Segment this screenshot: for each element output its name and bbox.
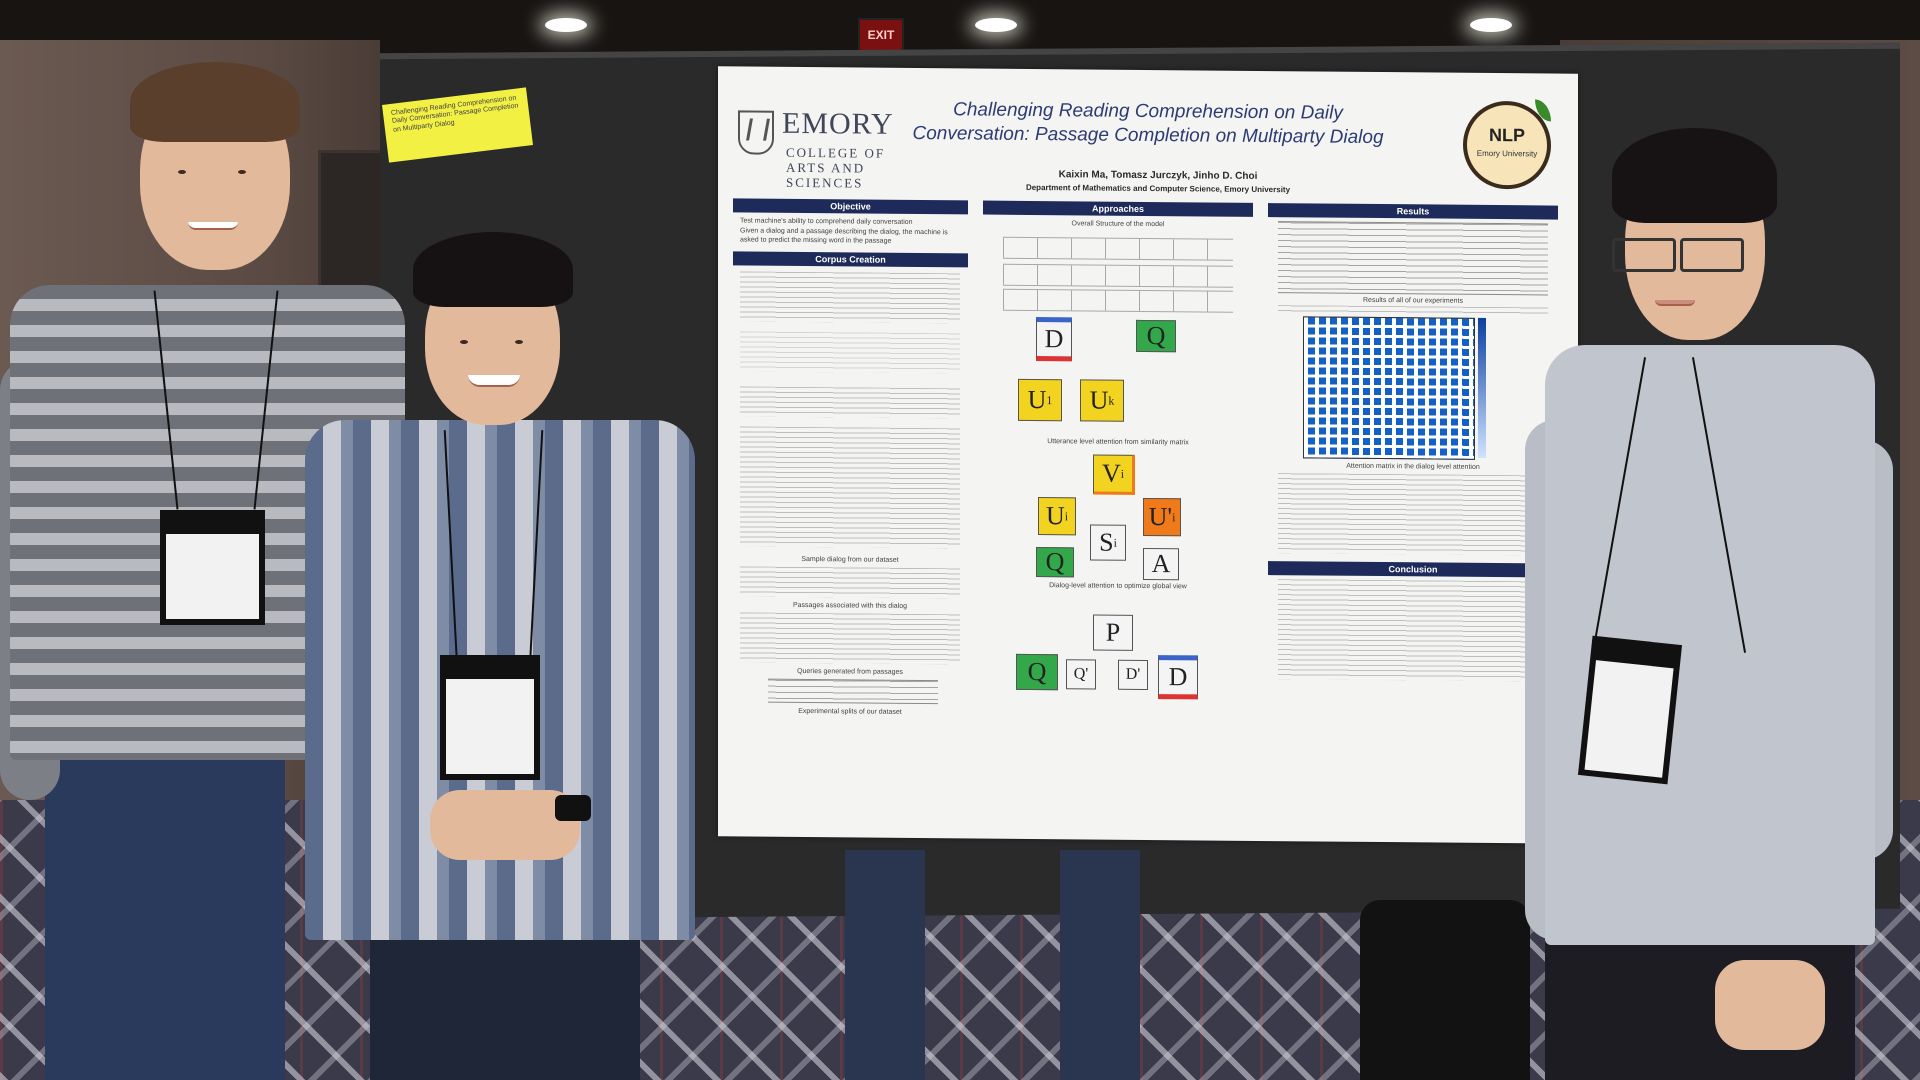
poster-authors: Kaixin Ma, Tomasz Jurczyk, Jinho D. Choi — [1058, 169, 1258, 182]
dialog-text — [740, 566, 960, 599]
corpus-caption: Sample dialog from our dataset — [801, 555, 899, 564]
background-person-leg — [1060, 850, 1140, 1080]
splits-table — [768, 678, 938, 705]
sample-dialog-text — [740, 426, 960, 549]
smile — [468, 375, 520, 387]
passages-text — [740, 612, 960, 665]
corpus-text — [740, 386, 960, 419]
nlp-logo-subtext: Emory University — [1476, 148, 1538, 159]
ceiling-light — [545, 18, 587, 32]
smile — [188, 222, 238, 230]
logo-college-text: COLLEGE OF ARTS AND SCIENCES — [786, 144, 886, 191]
ceiling-light — [975, 18, 1017, 32]
symbol-q-small: Q — [1036, 547, 1074, 578]
ceiling-light — [1470, 18, 1512, 32]
glasses-left-lens — [1612, 238, 1676, 272]
eye — [515, 340, 523, 344]
glasses-right-lens — [1680, 238, 1744, 272]
eye — [178, 170, 186, 174]
exit-sign: EXIT — [858, 18, 904, 52]
approaches-caption: Overall Structure of the model — [1071, 220, 1165, 229]
symbol-q: Q — [1136, 319, 1176, 353]
lstm-layer — [1003, 263, 1233, 288]
mouth — [1655, 300, 1695, 306]
hand — [1715, 960, 1825, 1050]
jeans — [45, 740, 285, 1080]
symbol-d-bottom: D — [1158, 655, 1198, 700]
lstm-layer — [1003, 288, 1233, 313]
emory-logo: EMORY COLLEGE OF ARTS AND SCIENCES — [738, 106, 894, 191]
symbol-p: P — [1093, 614, 1133, 651]
emory-shield-icon — [738, 110, 774, 155]
poster-department: Department of Mathematics and Computer S… — [1025, 182, 1291, 195]
hair — [1612, 128, 1777, 223]
background-person-skirt — [1360, 900, 1530, 1080]
results-text — [1278, 473, 1548, 556]
hair — [130, 62, 300, 142]
poster-title: Challenging Reading Comprehension on Dai… — [912, 99, 1384, 149]
section-header-approaches: Approaches — [983, 200, 1253, 217]
name-badge — [440, 655, 540, 780]
nlp-lab-logo: NLP Emory University — [1463, 99, 1551, 190]
lstm-layer — [1003, 236, 1233, 261]
corpus-caption: Queries generated from passages — [797, 667, 903, 676]
hair — [413, 232, 573, 307]
conclusion-text — [1278, 579, 1548, 682]
corpus-caption: Experimental splits of our dataset — [798, 707, 902, 716]
heatmap-color-scale — [1478, 317, 1486, 458]
eye — [460, 340, 468, 344]
heatmap-caption: Attention matrix in the dialog level att… — [1346, 462, 1480, 471]
section-header-objective: Objective — [733, 198, 968, 215]
symbol-q-bottom: Q — [1016, 653, 1058, 691]
leaf-icon — [1535, 99, 1551, 122]
symbol-a: A — [1143, 547, 1179, 581]
research-poster: EMORY COLLEGE OF ARTS AND SCIENCES Chall… — [718, 66, 1578, 844]
section-header-corpus-creation: Corpus Creation — [733, 251, 968, 268]
logo-emory-text: EMORY — [782, 106, 894, 141]
corpus-caption: Passages associated with this dialog — [792, 601, 907, 610]
section-header-results: Results — [1268, 203, 1558, 220]
corpus-pipeline-diagram — [740, 331, 960, 374]
name-badge — [160, 510, 265, 625]
results-text — [1278, 305, 1548, 316]
objective-bullet: Given a dialog and a passage describing … — [740, 227, 948, 245]
name-badge — [1577, 635, 1683, 785]
corpus-text — [740, 271, 960, 324]
approaches-caption: Utterance level attention from similarit… — [1047, 438, 1189, 447]
symbol-q-prime: Q' — [1066, 659, 1096, 690]
attention-heatmap — [1303, 316, 1475, 460]
symbol-ui-prime: U' i — [1143, 497, 1181, 537]
smartwatch — [555, 795, 591, 821]
approaches-caption: Dialog-level attention to optimize globa… — [1049, 582, 1187, 591]
eye — [238, 170, 246, 174]
symbol-d-prime: D' — [1118, 659, 1148, 690]
section-header-conclusion: Conclusion — [1268, 561, 1558, 578]
results-table — [1278, 221, 1548, 296]
nlp-logo-text: NLP — [1489, 124, 1525, 146]
background-person-leg — [845, 850, 925, 1080]
symbol-d: D — [1036, 317, 1072, 362]
